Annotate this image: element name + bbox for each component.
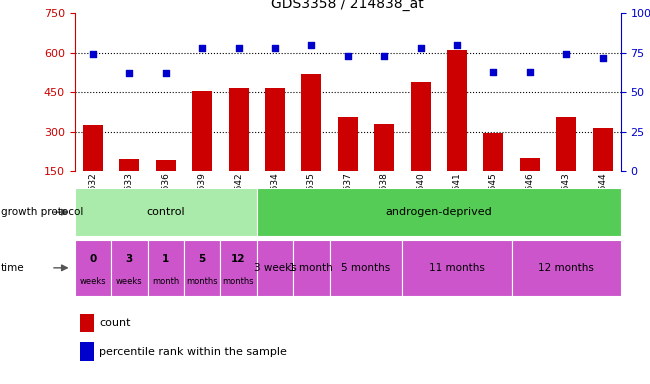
Bar <box>556 117 576 171</box>
Bar <box>80 343 94 361</box>
Text: 3 weeks: 3 weeks <box>254 263 296 273</box>
Bar <box>447 50 467 171</box>
Bar <box>520 158 540 171</box>
Text: weeks: weeks <box>116 277 142 286</box>
Bar <box>229 88 248 171</box>
Bar <box>257 240 293 296</box>
Bar <box>80 314 94 332</box>
Bar <box>220 240 257 296</box>
Point <box>306 42 317 48</box>
Text: 3: 3 <box>125 255 133 265</box>
Text: 1: 1 <box>162 255 170 265</box>
Text: months: months <box>187 277 218 286</box>
Bar <box>330 240 402 296</box>
Point <box>415 45 426 51</box>
Point <box>88 51 98 58</box>
Point <box>561 51 571 58</box>
Point <box>597 55 608 61</box>
Text: 11 months: 11 months <box>429 263 485 273</box>
Text: control: control <box>146 207 185 217</box>
Point <box>197 45 207 51</box>
Bar <box>338 117 358 171</box>
Bar <box>302 74 321 171</box>
Bar <box>512 240 621 296</box>
Point <box>379 53 389 59</box>
Bar <box>374 124 394 171</box>
Text: 1 month: 1 month <box>289 263 333 273</box>
Text: 5 months: 5 months <box>341 263 391 273</box>
Bar <box>75 188 257 236</box>
Point <box>452 42 462 48</box>
Text: time: time <box>1 263 24 273</box>
Text: weeks: weeks <box>80 277 106 286</box>
Bar <box>83 125 103 171</box>
Bar <box>402 240 512 296</box>
Text: 5: 5 <box>198 255 206 265</box>
Point <box>233 45 244 51</box>
Bar <box>265 88 285 171</box>
Point <box>124 70 135 76</box>
Point <box>525 69 535 75</box>
Text: month: month <box>152 277 179 286</box>
Bar <box>192 91 212 171</box>
Bar <box>257 188 621 236</box>
Text: count: count <box>99 318 131 328</box>
Bar <box>293 240 330 296</box>
Point <box>161 70 171 76</box>
Bar <box>156 161 176 171</box>
Text: androgen-deprived: androgen-deprived <box>385 207 492 217</box>
Point <box>488 69 499 75</box>
Bar <box>75 240 111 296</box>
Point <box>270 45 280 51</box>
Title: GDS3358 / 214838_at: GDS3358 / 214838_at <box>272 0 424 11</box>
Bar <box>120 159 139 171</box>
Bar <box>184 240 220 296</box>
Text: 12: 12 <box>231 255 246 265</box>
Bar <box>593 127 612 171</box>
Text: growth protocol: growth protocol <box>1 207 83 217</box>
Bar <box>411 82 430 171</box>
Text: percentile rank within the sample: percentile rank within the sample <box>99 347 287 357</box>
Bar <box>148 240 184 296</box>
Point <box>343 53 353 59</box>
Text: 0: 0 <box>89 255 97 265</box>
Bar <box>111 240 148 296</box>
Text: 12 months: 12 months <box>538 263 594 273</box>
Text: months: months <box>223 277 254 286</box>
Bar <box>484 133 503 171</box>
